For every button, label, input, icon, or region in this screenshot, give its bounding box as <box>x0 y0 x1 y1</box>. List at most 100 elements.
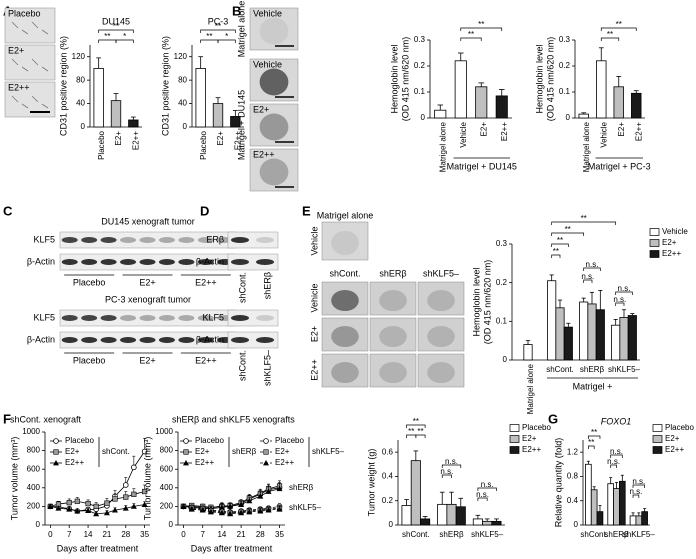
bar <box>579 301 589 361</box>
blot-band <box>231 259 249 265</box>
blot-band <box>231 237 249 243</box>
y-tick-label: 1000 <box>22 427 40 436</box>
chart-title: shERβ and shKLF5 xenografts <box>172 414 295 424</box>
y-tick-label: 600 <box>27 464 41 473</box>
bar <box>613 488 620 526</box>
bar <box>230 116 241 128</box>
blot-band <box>100 259 117 265</box>
y-tick-label: 600 <box>160 464 174 473</box>
data-point <box>276 485 283 492</box>
significance-label: ** <box>408 427 414 436</box>
x-tick-label: 35 <box>275 530 284 539</box>
image-column-label: shERβ <box>379 268 406 278</box>
data-point <box>47 503 54 509</box>
image-label: E2+ <box>8 45 24 55</box>
image-label: Vehicle <box>253 8 282 18</box>
y-tick-label: 800 <box>160 446 174 455</box>
data-point <box>112 507 118 513</box>
blot-band <box>61 237 78 243</box>
panel-letter: D <box>200 203 209 218</box>
significance-label: * <box>225 32 228 41</box>
blot-lane-label: shCont. <box>237 350 247 381</box>
blot-row-label: β-Actin <box>27 256 55 266</box>
chart-title: DU145 <box>102 16 130 26</box>
blot-band <box>81 237 98 243</box>
photo-specimen <box>331 361 359 384</box>
blot-band <box>178 259 195 265</box>
x-tick-label: shCont. <box>546 365 574 374</box>
image-label: E2+ <box>253 104 269 114</box>
bar <box>627 315 637 361</box>
bar <box>472 518 483 526</box>
bar <box>629 515 637 526</box>
significance-bracket <box>460 37 482 41</box>
blot-row-label: β-Actin <box>196 334 224 344</box>
blot-band <box>120 337 137 343</box>
significance-label: n.s. <box>581 272 594 281</box>
significance-label: ** <box>588 438 594 447</box>
chart-title: FOXO1 <box>601 416 632 426</box>
blot-lane-label: shKLF5– <box>262 350 272 386</box>
legend-swatch <box>652 424 663 432</box>
photo-specimen <box>379 289 407 312</box>
image-title: Matrigel alone <box>317 210 374 220</box>
significance-bracket <box>600 27 637 31</box>
data-point <box>122 482 129 488</box>
y-tick-label: 800 <box>27 446 41 455</box>
y-tick-label: 200 <box>160 502 174 511</box>
bar <box>619 480 626 526</box>
panel-letter: C <box>3 203 13 218</box>
significance-bracket <box>588 435 601 439</box>
data-point <box>227 503 234 509</box>
x-tick-label: 21 <box>102 530 111 539</box>
legend-swatch <box>649 250 660 258</box>
legend-label: E2+ <box>65 447 80 456</box>
bar <box>611 324 621 361</box>
legend-label: E2++ <box>275 458 294 467</box>
x-tick-label: shKLF5– <box>471 530 504 539</box>
blot <box>227 331 279 349</box>
significance-bracket <box>200 29 236 33</box>
bar <box>596 511 604 526</box>
blot-lane-label: shERβ <box>262 272 272 299</box>
blot-band <box>120 315 137 321</box>
x-tick-label: E2++ <box>634 122 643 141</box>
x-tick-label: shERβ <box>580 365 605 374</box>
image-label: Vehicle <box>253 59 282 69</box>
bar <box>93 68 104 128</box>
legend-swatch <box>509 435 520 443</box>
y-tick-label: 0 <box>183 122 188 131</box>
legend-marker <box>263 460 269 466</box>
vessel <box>41 66 49 72</box>
data-point <box>218 509 225 516</box>
bar <box>401 505 412 526</box>
x-tick-label: E2++ <box>233 131 242 150</box>
bar <box>619 317 629 361</box>
x-tick-label: 35 <box>140 530 149 539</box>
data-point <box>227 510 234 517</box>
significance-bracket <box>115 39 134 43</box>
blot-band <box>256 337 274 343</box>
data-point <box>238 509 245 516</box>
y-tick-label: 400 <box>160 483 174 492</box>
legend-label: Placebo <box>522 423 551 432</box>
x-tick-label: 14 <box>84 530 93 539</box>
y-axis-label: CD31 positive region (%) <box>58 36 68 136</box>
bar <box>587 303 597 361</box>
bar <box>195 68 206 128</box>
y-tick-label: 0.1 <box>559 87 571 96</box>
significance-label: n.s. <box>629 487 642 496</box>
legend-marker <box>183 438 189 444</box>
significance-bracket <box>615 291 633 295</box>
blot-lane-label: E2++ <box>195 277 217 287</box>
significance-label: ** <box>581 214 587 223</box>
bar <box>420 518 431 526</box>
significance-bracket <box>610 464 617 468</box>
data-point <box>199 507 206 513</box>
data-point <box>142 488 148 495</box>
y-tick-label: 0 <box>389 520 394 529</box>
series-end-label: shERβ <box>289 483 314 492</box>
significance-label: n.s. <box>445 457 458 466</box>
